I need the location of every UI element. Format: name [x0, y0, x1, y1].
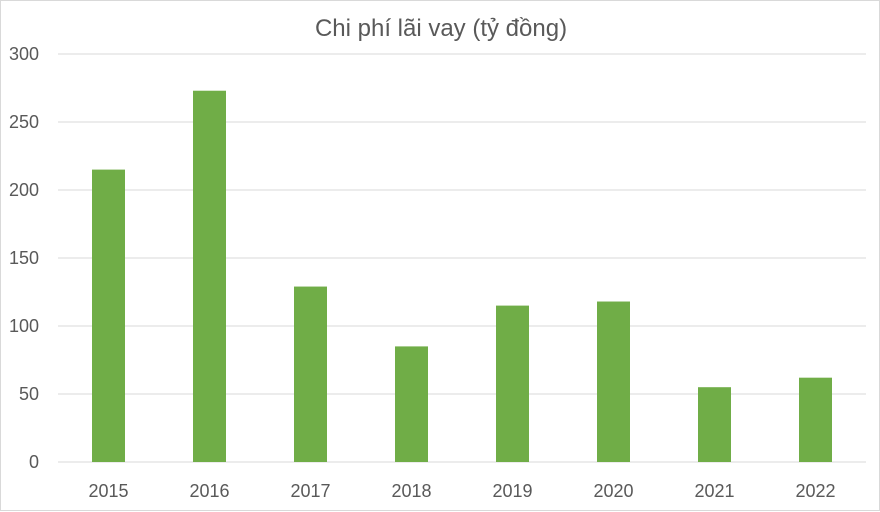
y-tick-label: 300: [9, 44, 39, 64]
x-tick-label: 2018: [391, 481, 431, 501]
bar-2019: [496, 305, 529, 462]
bar-2021: [698, 387, 731, 462]
y-tick-label: 100: [9, 316, 39, 336]
bar-2015: [92, 169, 125, 462]
bar-2022: [799, 377, 832, 462]
x-tick-label: 2019: [492, 481, 532, 501]
y-tick-label: 0: [29, 452, 39, 472]
x-tick-label: 2020: [593, 481, 633, 501]
x-tick-label: 2021: [694, 481, 734, 501]
x-tick-label: 2022: [795, 481, 835, 501]
y-tick-label: 150: [9, 248, 39, 268]
bar-2018: [395, 346, 428, 462]
x-tick-label: 2016: [189, 481, 229, 501]
y-tick-label: 50: [19, 384, 39, 404]
x-tick-label: 2015: [88, 481, 128, 501]
bar-2017: [294, 286, 327, 462]
y-tick-label: 250: [9, 112, 39, 132]
x-tick-label: 2017: [290, 481, 330, 501]
bar-2020: [597, 301, 630, 462]
y-tick-label: 200: [9, 180, 39, 200]
bar-2016: [193, 90, 226, 462]
chart-title: Chi phí lãi vay (tỷ đồng): [314, 15, 568, 42]
